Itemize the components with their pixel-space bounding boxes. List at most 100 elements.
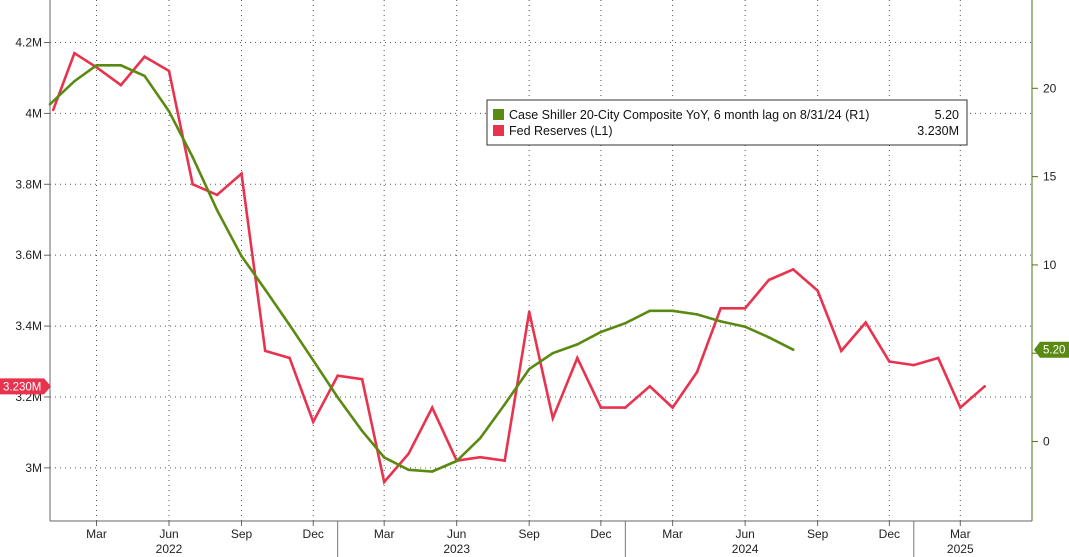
data-point [191, 155, 194, 159]
data-point [119, 64, 123, 67]
legend-swatch [493, 109, 504, 120]
data-point [527, 310, 531, 314]
x-axis-tick-label: Dec [590, 527, 611, 541]
data-point [360, 377, 364, 381]
data-point [888, 360, 891, 363]
data-point [51, 108, 55, 112]
data-point [288, 323, 291, 327]
last-value-badge-right-text: 5.20 [1043, 345, 1065, 357]
data-point [143, 74, 146, 78]
data-point [240, 254, 243, 258]
year-label: 2025 [947, 542, 974, 556]
data-point [311, 420, 315, 424]
x-axis-tick-label: Jun [159, 527, 178, 541]
last-value-badge-left-text: 3.230M [3, 381, 41, 393]
left-axis-tick-label: 3M [25, 461, 42, 475]
data-point [912, 363, 916, 367]
legend: Case Shiller 20-City Composite YoY, 6 mo… [486, 99, 968, 146]
data-point [503, 459, 507, 463]
data-point [575, 356, 579, 360]
data-point [816, 289, 819, 292]
legend-value: 5.20 [935, 108, 959, 122]
last-value-badge-right [1034, 341, 1069, 358]
year-label: 2023 [443, 542, 470, 556]
x-axis-tick-label: Sep [231, 527, 253, 541]
data-point [839, 349, 843, 353]
data-point [73, 51, 76, 55]
data-point [719, 320, 722, 323]
data-point [430, 470, 434, 473]
x-axis-tick-label: Mar [950, 527, 971, 541]
x-axis-tick-label: Mar [374, 527, 395, 541]
legend-value: 3.230M [917, 124, 959, 138]
left-axis-tick-label: 3.6M [15, 248, 42, 262]
data-point [599, 330, 603, 334]
legend-swatch [493, 125, 504, 136]
last-value-badges: 3.230M 5.20 [0, 341, 1069, 395]
data-point [382, 480, 386, 484]
data-point [624, 406, 627, 409]
x-axis-tick-label: Dec [303, 527, 324, 541]
data-point [215, 193, 219, 197]
data-point [599, 406, 603, 409]
series-lines [48, 51, 987, 485]
data-point [48, 102, 52, 106]
data-point [240, 172, 243, 175]
left-axis-tick-label: 4.2M [15, 36, 42, 50]
legend-box [486, 99, 968, 146]
data-point [407, 452, 410, 455]
data-point [503, 403, 507, 406]
data-point [551, 416, 555, 420]
data-point [360, 429, 364, 433]
left-axis-tick-label: 4M [25, 106, 42, 120]
data-point [167, 109, 171, 113]
data-point [479, 436, 482, 440]
data-point [791, 348, 795, 351]
right-axis-tick-label: 20 [1043, 81, 1057, 95]
data-point [671, 309, 674, 313]
data-point [455, 459, 458, 463]
data-point [191, 182, 194, 186]
data-point [336, 374, 339, 377]
data-point [648, 309, 652, 313]
data-point [648, 385, 652, 388]
data-point [983, 385, 987, 388]
data-point [958, 406, 962, 409]
data-point [382, 456, 386, 459]
x-axis-tick-label: Jun [735, 527, 754, 541]
right-axis-tick-label: 0 [1043, 435, 1050, 449]
x-axis-tick-label: Jun [447, 527, 466, 541]
left-axis-tick-label: 3.4M [15, 319, 42, 333]
data-point [936, 356, 940, 360]
data-point [864, 321, 868, 324]
x-axis-tick-label: Mar [86, 527, 107, 541]
data-point [311, 358, 315, 362]
right-axis-tick-label: 15 [1043, 170, 1057, 184]
x-axis-tick-label: Sep [518, 527, 540, 541]
right-axis-tick-label: 10 [1043, 258, 1057, 272]
legend-label: Fed Reserves (L1) [509, 124, 613, 138]
data-point [430, 406, 434, 409]
data-point [551, 351, 555, 355]
data-point [719, 307, 722, 310]
data-point [143, 55, 146, 59]
data-point [695, 313, 699, 316]
x-axis-tick-label: Sep [807, 527, 829, 541]
data-point [624, 321, 627, 325]
data-point [767, 278, 771, 282]
x-axis-tick-label: Dec [879, 527, 900, 541]
series-line-1 [49, 64, 794, 473]
data-point [288, 356, 291, 360]
left-axis-tick-label: 3.8M [15, 177, 42, 191]
data-point [791, 268, 795, 271]
year-label: 2022 [156, 542, 183, 556]
last-value-badge-left [0, 378, 51, 395]
data-point [407, 468, 410, 472]
data-point [263, 288, 267, 291]
data-point [215, 208, 219, 212]
data-point [336, 396, 339, 399]
data-point [527, 367, 531, 371]
legend-label: Case Shiller 20-City Composite YoY, 6 mo… [509, 108, 869, 122]
